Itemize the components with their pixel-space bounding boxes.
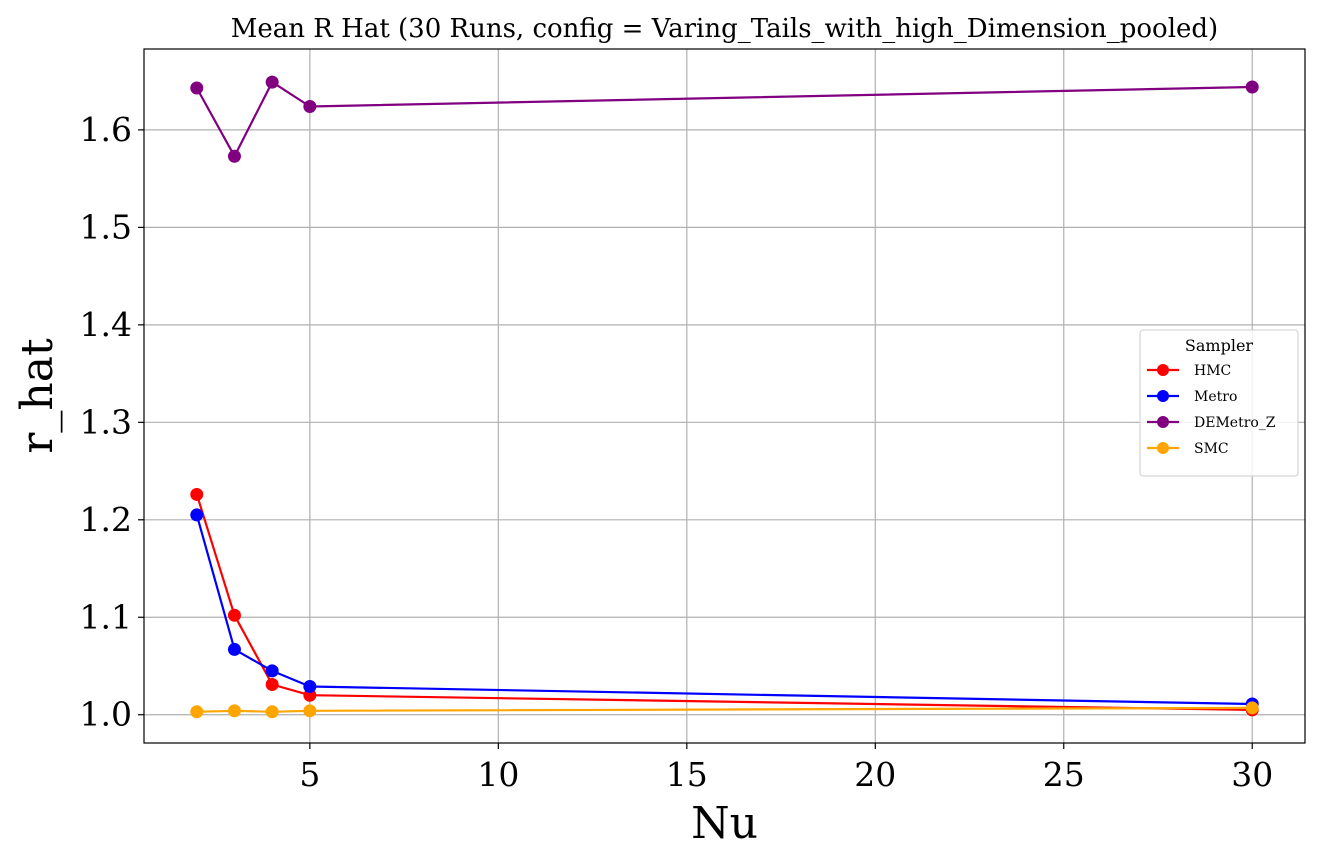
y-axis-title: r_hat <box>12 338 63 454</box>
data-point-smc <box>1245 701 1259 715</box>
data-point-smc <box>303 704 317 718</box>
legend-swatch-marker <box>1157 364 1169 376</box>
data-point-smc <box>265 705 279 719</box>
y-tick-label: 1.1 <box>80 597 132 636</box>
data-point-metro <box>303 679 317 693</box>
x-tick-label: 25 <box>1043 755 1085 794</box>
data-point-smc <box>190 705 204 719</box>
legend: Sampler HMC Metro DEMetro_Z SMC <box>1139 329 1299 477</box>
series-line-smc <box>196 706 1253 713</box>
data-point-hmc <box>190 487 204 501</box>
data-point-metro <box>227 642 241 656</box>
y-tick-label: 1.4 <box>80 305 132 344</box>
data-point-demetro-z <box>303 100 317 114</box>
legend-swatch-marker <box>1157 416 1169 428</box>
series-line-hmc <box>195 494 1253 711</box>
grid-layer <box>144 49 1305 743</box>
legend-swatch-marker <box>1157 390 1169 402</box>
data-point-metro <box>265 664 279 678</box>
data-point-demetro-z <box>190 81 204 95</box>
y-tick-label: 1.5 <box>80 207 132 246</box>
y-tick-label: 1.6 <box>80 110 132 149</box>
x-tick-label: 20 <box>854 755 896 794</box>
legend-label: SMC <box>1194 441 1229 457</box>
x-axis-title: Nu <box>691 798 758 849</box>
data-point-smc <box>227 704 241 718</box>
data-point-demetro-z <box>265 75 279 89</box>
data-point-hmc <box>227 608 241 622</box>
legend-swatch-marker <box>1157 442 1169 454</box>
tick-layer: 5 10 15 20 25 30 1.0 1.1 1.2 1.3 1.4 1.5 1.6 <box>80 110 1274 794</box>
data-point-demetro-z <box>227 149 241 163</box>
y-tick-label: 1.0 <box>80 695 132 734</box>
legend-box <box>1139 329 1299 477</box>
legend-label: HMC <box>1194 363 1231 379</box>
x-tick-label: 15 <box>666 755 708 794</box>
x-tick-label: 10 <box>477 755 519 794</box>
x-tick-label: 30 <box>1231 755 1273 794</box>
series-line-demetro-z <box>195 80 1253 158</box>
data-point-metro <box>190 508 204 522</box>
series-layer <box>190 75 1259 719</box>
legend-title: Sampler <box>1185 336 1254 355</box>
data-point-demetro-z <box>1245 80 1259 94</box>
chart-title: Mean R Hat (30 Runs, config = Varing_Tai… <box>231 14 1218 44</box>
legend-label: DEMetro_Z <box>1194 415 1276 431</box>
series-line-metro <box>195 514 1253 706</box>
plot-frame <box>143 48 1306 744</box>
y-tick-label: 1.3 <box>80 402 132 441</box>
x-tick-label: 5 <box>299 755 320 794</box>
legend-label: Metro <box>1194 389 1237 405</box>
y-tick-label: 1.2 <box>80 500 132 539</box>
data-point-hmc <box>265 678 279 692</box>
